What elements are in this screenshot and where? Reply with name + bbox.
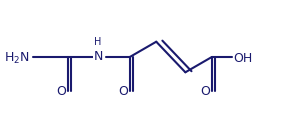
- Text: OH: OH: [233, 51, 252, 64]
- Text: O: O: [200, 85, 210, 98]
- Text: O: O: [118, 85, 128, 98]
- Text: H$_2$N: H$_2$N: [4, 50, 29, 65]
- Text: H: H: [94, 37, 102, 47]
- Text: N: N: [93, 50, 103, 63]
- Text: O: O: [56, 85, 66, 98]
